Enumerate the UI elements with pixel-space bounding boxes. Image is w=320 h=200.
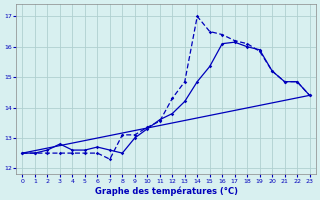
X-axis label: Graphe des températures (°C): Graphe des températures (°C) [94,186,237,196]
